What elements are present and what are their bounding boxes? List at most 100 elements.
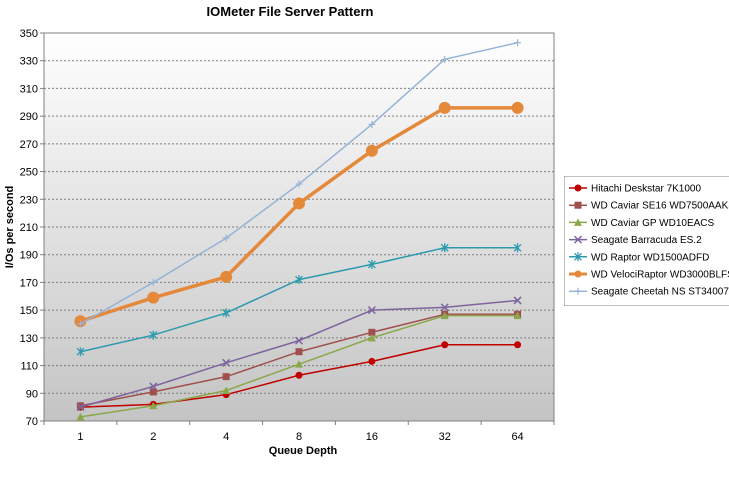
x-tick-label: 64 [511,431,523,443]
data-point [149,330,158,340]
legend-label: Seagate Barracuda ES.2 [591,235,702,246]
data-point [367,333,376,342]
data-point [295,371,303,379]
data-point [222,373,230,381]
legend-label: WD VelociRaptor WD3000BLFS [591,270,729,281]
data-point [514,341,522,349]
data-point [368,120,376,128]
data-point [295,360,303,368]
x-tick-label: 1 [77,431,83,443]
data-point [76,347,85,357]
data-point [513,311,522,320]
y-tick-label: 330 [20,56,38,68]
legend: Hitachi Deskstar 7K1000 WD Caviar SE16 WD… [569,184,729,298]
y-tick-label: 150 [20,305,38,317]
legend-label: Seagate Cheetah NS ST3400755SS [591,287,729,298]
series-3 [76,311,522,421]
x-tick-label: 32 [439,431,451,443]
y-tick-label: 190 [20,250,38,262]
data-point [222,358,231,367]
data-point [295,348,303,356]
series-layer [74,39,524,421]
legend-label: Hitachi Deskstar 7K1000 [591,184,701,195]
y-tick-label: 130 [20,333,38,345]
legend-item: WD Caviar SE16 WD7500AAKS [569,201,729,212]
data-point [293,197,305,210]
data-point [574,252,582,262]
y-tick-label: 210 [20,222,38,234]
data-point [440,311,449,320]
x-axis-ticks: 1 2 4 8 16 32 64 [43,421,555,443]
y-tick-label: 290 [20,111,38,123]
data-point [574,218,582,226]
x-axis-title: Queue Depth [269,445,338,457]
y-tick-label: 310 [20,83,38,95]
data-point [367,259,376,269]
x-tick-label: 4 [223,431,229,443]
data-point [295,275,303,285]
data-point [76,412,85,421]
legend-box [564,176,729,306]
data-point [294,336,304,345]
x-tick-label: 2 [150,431,156,443]
data-point [367,306,376,315]
legend-label: WD Caviar GP WD10EACS [591,218,715,229]
data-point [222,308,231,318]
data-point [149,388,157,396]
y-tick-label: 270 [20,139,38,151]
data-point [438,101,451,114]
legend-label: WD Raptor WD1500ADFD [591,252,709,263]
data-point [440,243,449,253]
data-point [76,320,84,328]
y-tick-label: 90 [26,388,38,400]
data-point [440,303,449,312]
data-point [149,382,158,391]
y-tick-label: 350 [20,28,38,40]
legend-item: Hitachi Deskstar 7K1000 [569,184,701,195]
data-point [220,270,233,283]
data-point [574,270,582,278]
data-point [441,55,449,63]
y-tick-label: 230 [20,194,38,206]
series-5 [76,243,522,357]
data-point [573,235,583,244]
y-axis-ticks: 70 90 110 130 150 170 190 210 230 250 270 290 310 330… [20,28,44,428]
series-4 [76,296,522,412]
legend-item: Seagate Barracuda ES.2 [569,235,702,246]
data-point [295,180,303,188]
data-point [514,39,522,47]
data-point [574,287,582,295]
data-point [222,386,231,395]
data-point [149,278,157,286]
data-point [365,144,378,157]
y-tick-label: 110 [20,361,38,373]
data-point [368,357,376,365]
data-point [513,243,522,253]
chart-title: IOMeter File Server Pattern [207,4,374,19]
data-point [574,201,582,209]
x-tick-label: 8 [296,431,302,443]
data-point [574,184,582,192]
series-7 [76,39,522,328]
data-point [511,101,524,114]
y-tick-label: 170 [20,277,38,289]
data-point [76,402,84,410]
y-tick-label: 70 [26,416,38,428]
legend-item: Seagate Cheetah NS ST3400755SS [569,287,729,298]
legend-item: WD VelociRaptor WD3000BLFS [569,270,729,281]
legend-item: WD Caviar GP WD10EACS [569,218,715,229]
data-point [149,401,158,410]
data-point [441,341,449,349]
data-point [147,291,160,304]
x-tick-label: 16 [366,431,378,443]
y-tick-label: 250 [20,167,38,179]
data-point [76,403,85,412]
data-point [368,328,376,336]
data-point [513,296,522,305]
data-point [222,234,230,242]
legend-item: WD Raptor WD1500ADFD [569,252,709,263]
legend-label: WD Caviar SE16 WD7500AAKS [591,201,729,212]
y-axis-title: I/Os per second [4,186,16,269]
